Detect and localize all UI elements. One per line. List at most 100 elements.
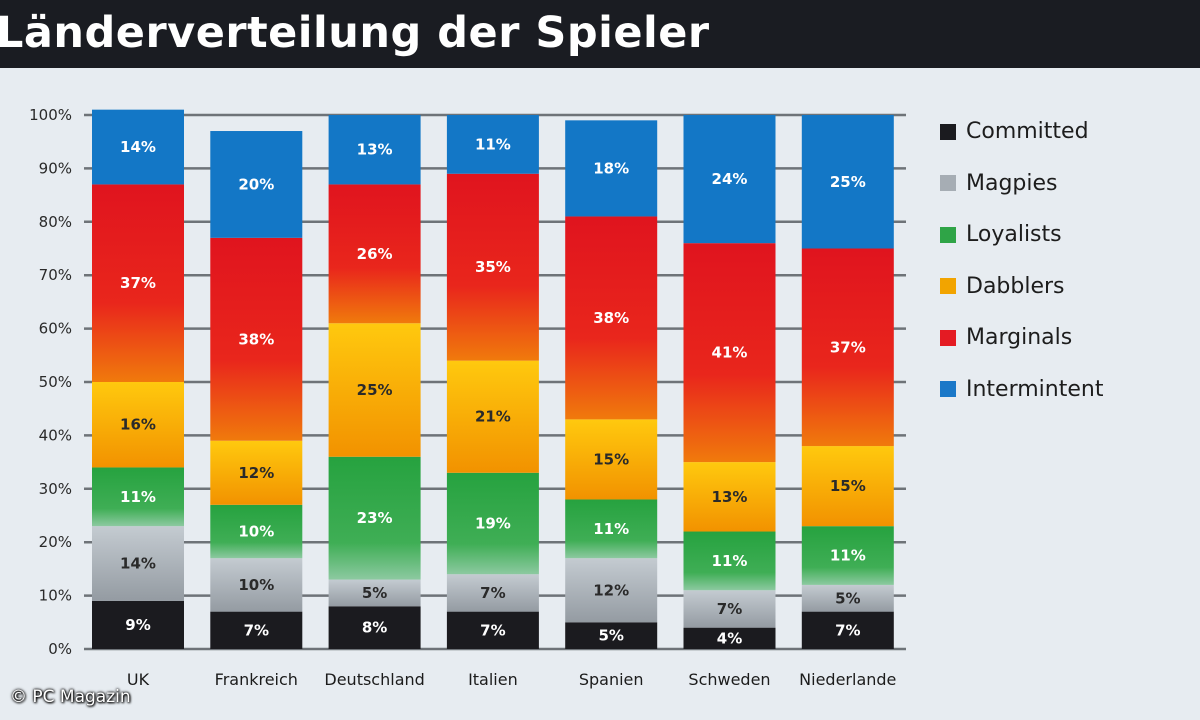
credit: © PC Magazin: [10, 687, 131, 707]
y-tick-label: 20%: [39, 533, 72, 551]
data-label: 24%: [712, 170, 748, 188]
data-label: 12%: [593, 581, 629, 599]
legend-swatch: [940, 329, 956, 346]
data-label: 35%: [475, 258, 511, 276]
data-label: 13%: [712, 488, 748, 506]
legend-label: Marginals: [966, 325, 1073, 351]
bar-segment-loyalists: [328, 456, 421, 580]
legend-item-dabblers: Dabblers: [940, 261, 1103, 313]
data-label: 7%: [835, 621, 860, 639]
title-bar: Länderverteilung der Spieler: [0, 0, 1200, 68]
data-label: 14%: [120, 138, 156, 156]
bar-segment-magpies: [328, 579, 421, 607]
data-label: 11%: [712, 552, 748, 570]
bar-segment-dabblers: [210, 440, 303, 505]
y-tick-label: 70%: [39, 266, 72, 284]
legend-label: Intermintent: [966, 376, 1104, 402]
x-tick-label: Frankreich: [215, 670, 298, 689]
bar-segment-dabblers: [328, 323, 421, 457]
data-label: 38%: [238, 330, 274, 348]
y-tick-label: 90%: [39, 159, 72, 177]
y-tick-label: 0%: [48, 640, 72, 658]
bar-segment-intermintent: [801, 115, 894, 249]
bar-segment-magpies: [565, 558, 658, 623]
bar-segment-marginals: [446, 173, 539, 361]
data-label: 4%: [717, 629, 742, 647]
y-tick-label: 40%: [39, 426, 72, 444]
bar-segment-loyalists: [801, 526, 894, 585]
bar-segment-intermintent: [683, 115, 776, 244]
data-label: 41%: [712, 344, 748, 362]
data-label: 9%: [125, 616, 150, 634]
data-label: 18%: [593, 159, 629, 177]
legend-label: Committed: [966, 119, 1089, 145]
bar-segment-committed: [565, 622, 658, 649]
data-label: 15%: [830, 477, 866, 495]
data-label: 7%: [717, 600, 742, 618]
data-label: 5%: [362, 584, 387, 602]
legend-swatch: [940, 381, 956, 398]
y-tick-label: 10%: [39, 587, 72, 605]
data-label: 5%: [835, 589, 860, 607]
bar-segment-loyalists: [565, 499, 658, 559]
data-label: 5%: [598, 627, 623, 645]
legend-item-loyalists: Loyalists: [940, 209, 1103, 261]
bar-segment-dabblers: [801, 446, 894, 527]
y-tick-label: 30%: [39, 480, 72, 498]
y-tick-label: 80%: [39, 213, 72, 231]
bar-segment-dabblers: [683, 462, 776, 532]
x-tick-label: UK: [127, 670, 150, 689]
bar-segment-magpies: [683, 590, 776, 628]
legend-label: Dabblers: [966, 273, 1065, 299]
bar-segment-committed: [92, 600, 184, 649]
bar-segment-marginals: [328, 184, 421, 324]
y-tick-label: 60%: [39, 320, 72, 338]
data-label: 37%: [830, 338, 866, 356]
bar-segment-committed: [446, 611, 539, 649]
data-label: 10%: [238, 576, 274, 594]
y-tick-label: 100%: [29, 106, 72, 124]
data-label: 11%: [120, 488, 156, 506]
data-label: 7%: [480, 584, 505, 602]
x-tick-label: Niederlande: [799, 670, 896, 689]
bar-segment-marginals: [92, 184, 184, 382]
bar-segment-dabblers: [565, 419, 658, 500]
data-label: 19%: [475, 515, 511, 533]
data-label: 8%: [362, 619, 387, 637]
legend-item-intermintent: Intermintent: [940, 364, 1103, 416]
data-label: 16%: [120, 416, 156, 434]
legend-label: Magpies: [966, 170, 1058, 196]
data-label: 37%: [120, 274, 156, 292]
data-label: 26%: [357, 245, 393, 263]
legend-label: Loyalists: [966, 222, 1062, 248]
x-tick-label: Deutschland: [324, 670, 424, 689]
data-label: 25%: [357, 381, 393, 399]
data-label: 11%: [830, 547, 866, 565]
data-label: 10%: [238, 523, 274, 541]
x-tick-label: Italien: [468, 670, 518, 689]
bar-segment-committed: [328, 606, 421, 649]
legend-swatch: [940, 175, 956, 192]
bar-segment-committed: [210, 611, 303, 649]
legend-swatch: [940, 226, 956, 243]
bar-segment-magpies: [801, 584, 894, 612]
legend: Committed Magpies Loyalists Dabblers Margina…: [940, 106, 1103, 415]
data-label: 38%: [593, 309, 629, 327]
bar-segment-committed: [801, 611, 894, 649]
x-tick-label: Schweden: [688, 670, 770, 689]
legend-swatch: [940, 123, 956, 140]
bar-segment-intermintent: [328, 115, 421, 185]
bar-segment-dabblers: [446, 360, 539, 473]
bar-segment-intermintent: [210, 131, 303, 238]
data-label: 12%: [238, 464, 274, 482]
legend-item-marginals: Marginals: [940, 312, 1103, 364]
data-label: 11%: [475, 135, 511, 153]
bar-segment-intermintent: [446, 115, 539, 174]
bar-segment-loyalists: [683, 531, 776, 591]
chart-title: Länderverteilung der Spieler: [0, 8, 710, 58]
bar-segment-loyalists: [210, 504, 303, 559]
bar-segment-dabblers: [92, 382, 184, 468]
legend-item-magpies: Magpies: [940, 158, 1103, 210]
stacked-bar-chart: 9% 14% 11% 16% 37% 14% 7% 10% 10% 12% 38% 20% 8% 5% 23…: [29, 106, 906, 689]
bar-segment-marginals: [210, 237, 303, 441]
